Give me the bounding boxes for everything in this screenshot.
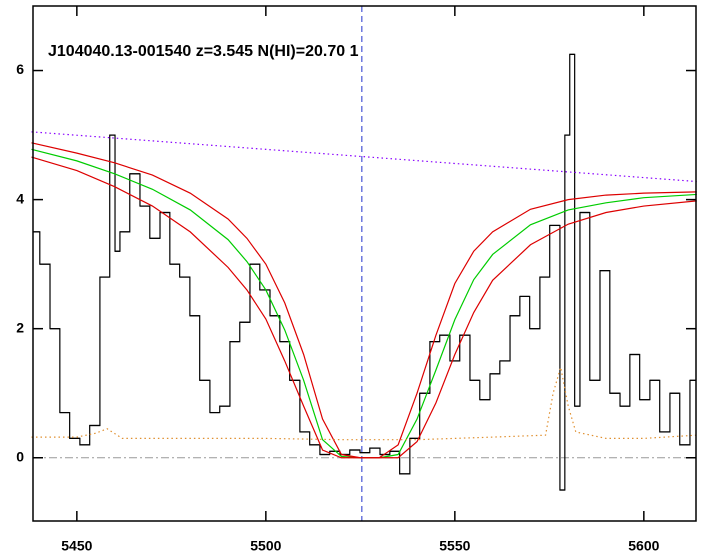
model-curve: [31, 156, 697, 459]
model-curve: [31, 142, 697, 459]
y-tick-label: 6: [16, 61, 24, 77]
dotted-curve: [31, 367, 697, 441]
y-tick-label: 2: [16, 319, 24, 335]
x-tick-label: 5550: [439, 538, 470, 554]
chart-title: J104040.13-001540 z=3.545 N(HI)=20.70 1: [48, 43, 359, 60]
x-tick-label: 5600: [628, 538, 659, 554]
dotted-curve: [31, 131, 697, 183]
y-tick-label: 4: [16, 190, 24, 206]
plot-frame: [32, 5, 697, 522]
flux-connector: [33, 53, 696, 491]
y-tick-label: 0: [16, 448, 24, 464]
x-tick-label: 5450: [61, 538, 92, 554]
x-tick-label: 5500: [250, 538, 281, 554]
